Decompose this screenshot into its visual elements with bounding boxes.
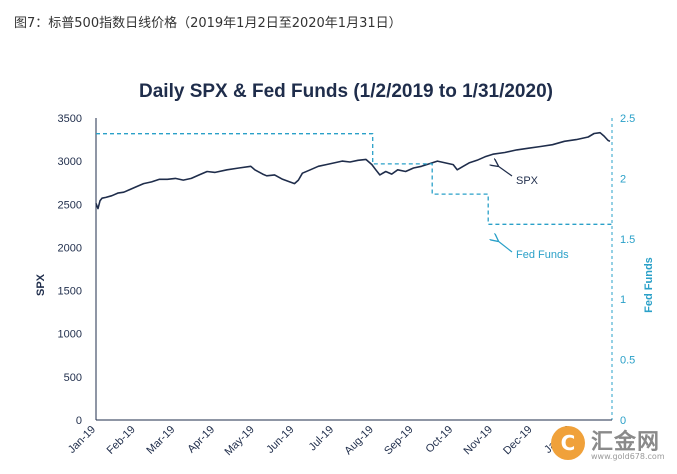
y-tick-right-label: 0.5 (620, 355, 635, 367)
y-tick-right-label: 2.5 (620, 113, 635, 125)
plot-area (95, 131, 612, 225)
x-tick-label: Jul-19 (307, 424, 337, 454)
y-tick-right-label: 2 (620, 173, 626, 185)
fedfunds-annotation-arrow (498, 241, 513, 253)
watermark-logo-icon: C (551, 426, 585, 460)
x-tick-label: Apr-19 (185, 424, 217, 456)
y-tick-right-label: 1.5 (620, 234, 635, 246)
x-tick-label: Dec-19 (501, 424, 535, 458)
y-tick-left-label: 2500 (58, 199, 82, 211)
y-tick-right-label: 1 (620, 294, 626, 306)
spx-annotation-label: SPX (516, 175, 539, 187)
x-tick-label: Sep-19 (382, 424, 416, 458)
site-watermark: C 汇金网 www.gold678.com (551, 420, 671, 468)
x-tick-label: May-19 (222, 424, 256, 458)
y-axis-right-label: Fed Funds (643, 257, 655, 313)
x-tick-label: Oct-19 (424, 424, 456, 456)
spx-annotation-arrow (498, 166, 513, 177)
y-tick-right-label: 0 (620, 415, 626, 427)
x-tick-label: Jan-19 (66, 424, 98, 456)
y-tick-left-label: 1500 (58, 286, 82, 298)
y-axis-left-label: SPX (35, 273, 47, 296)
spx-series-line (95, 131, 611, 210)
x-tick-label: Feb-19 (105, 424, 138, 457)
watermark-name: 汇金网 (591, 430, 661, 455)
annotations-group: SPX Fed Funds (498, 166, 569, 261)
fedfunds-series-line (96, 133, 612, 225)
y-tick-left-label: 0 (76, 415, 82, 427)
x-tick-label: Nov-19 (461, 424, 495, 458)
axes-group: 0 500 1000 1500 2000 2500 3000 3500 0 0.5 1 1.5 2 2.5… (35, 113, 655, 458)
y-tick-left-label: 3000 (58, 156, 82, 168)
x-tick-label: Mar-19 (144, 424, 177, 457)
watermark-url: www.gold678.com (591, 452, 665, 461)
y-tick-left-label: 500 (64, 372, 82, 384)
y-tick-left-label: 1000 (58, 329, 82, 341)
x-tick-label: Jun-19 (264, 424, 296, 456)
fedfunds-annotation-label: Fed Funds (516, 249, 569, 261)
chart-title: Daily SPX & Fed Funds (1/2/2019 to 1/31/… (139, 81, 553, 102)
y-tick-left-label: 3500 (58, 113, 82, 125)
y-tick-left-label: 2000 (58, 242, 82, 254)
figure-caption: 图7：标普500指数日线价格（2019年1月2日至2020年1月31日） (14, 16, 402, 31)
x-tick-label: Aug-19 (342, 424, 376, 458)
